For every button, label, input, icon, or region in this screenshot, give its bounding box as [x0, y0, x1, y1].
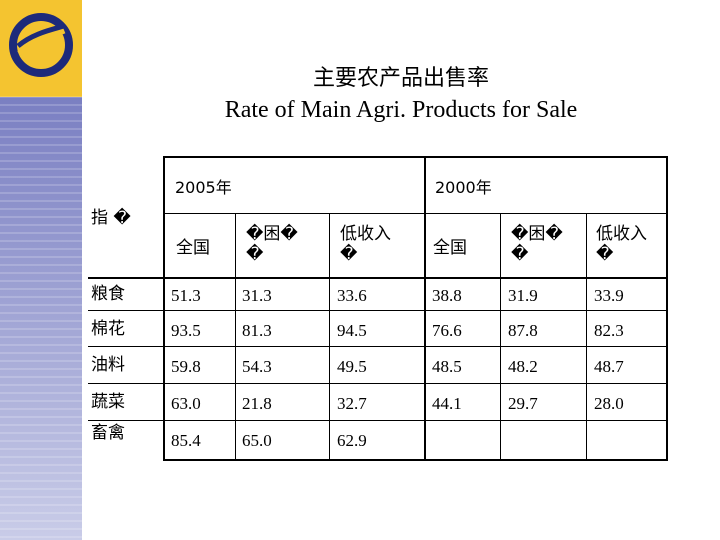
table-cell: 29.7 [508, 394, 538, 413]
table-line-header-mid [163, 213, 668, 214]
table-cell: 87.8 [508, 321, 538, 340]
table-cell: 62.9 [337, 431, 367, 450]
table-cell: 49.5 [337, 357, 367, 376]
sub-header-2005-poor: �困� � [246, 224, 298, 264]
page-title-cn: 主要农产品出售率 [312, 66, 489, 91]
table-cell: 94.5 [337, 321, 367, 340]
table-vline-2000-a [500, 213, 501, 461]
sub-header-2000-lowincome: 低收入 � [596, 224, 647, 264]
table-vline-year-split [424, 156, 426, 461]
table-row-name: 蔬菜 [91, 392, 125, 412]
table-cell: 65.0 [242, 431, 272, 450]
table-cell: 82.3 [594, 321, 624, 340]
table-row-name: 油料 [91, 355, 125, 375]
table-border-right [666, 156, 668, 461]
table-line-row-2 [88, 346, 668, 347]
sub-header-2005-lowincome: 低收入 � [340, 224, 391, 264]
table-vline-2000-b [586, 213, 587, 461]
sub-header-2000-poor: �困� � [511, 224, 563, 264]
table-cell: 44.1 [432, 394, 462, 413]
table-border-top [163, 156, 668, 158]
table-border-bottom [163, 459, 668, 461]
table-line-header-bottom [88, 277, 668, 279]
table-cell: 33.9 [594, 286, 624, 305]
table-cell: 51.3 [171, 286, 201, 305]
sub-header-2005-national: 全国 [176, 238, 210, 258]
table-line-row-4 [88, 420, 668, 421]
data-table: 指 � 2005年 2000年 全国 �困� � 低收入 � 全国 �困� � … [88, 156, 668, 461]
table-row-name: 畜禽 [91, 423, 125, 443]
table-cell: 48.7 [594, 357, 624, 376]
table-cell: 38.8 [432, 286, 462, 305]
table-cell: 48.2 [508, 357, 538, 376]
table-vline-2005-a [235, 213, 236, 461]
table-vline-2005-b [329, 213, 330, 461]
table-cell: 31.3 [242, 286, 272, 305]
table-cell: 48.5 [432, 357, 462, 376]
table-row-name: 粮食 [91, 284, 125, 304]
sub-header-2000-national: 全国 [433, 238, 467, 258]
row-header-label: 指 � [91, 208, 131, 228]
table-vline-name [163, 156, 165, 461]
table-cell: 76.6 [432, 321, 462, 340]
table-line-row-1 [88, 310, 668, 311]
page-title-en: Rate of Main Agri. Products for Sale [224, 97, 578, 123]
table-cell: 28.0 [594, 394, 624, 413]
sidebar-stripes [0, 96, 82, 540]
table-cell: 33.6 [337, 286, 367, 305]
table-row-name: 棉花 [91, 319, 125, 339]
year-header-2005: 2005年 [175, 178, 232, 197]
year-header-2000: 2000年 [435, 178, 492, 197]
table-cell: 59.8 [171, 357, 201, 376]
table-cell: 93.5 [171, 321, 201, 340]
table-cell: 63.0 [171, 394, 201, 413]
table-cell: 32.7 [337, 394, 367, 413]
logo-icon [9, 13, 73, 77]
sidebar-decoration [0, 0, 82, 540]
table-cell: 85.4 [171, 431, 201, 450]
table-cell: 31.9 [508, 286, 538, 305]
table-line-row-3 [88, 383, 668, 384]
table-cell: 21.8 [242, 394, 272, 413]
table-cell: 54.3 [242, 357, 272, 376]
table-cell: 81.3 [242, 321, 272, 340]
